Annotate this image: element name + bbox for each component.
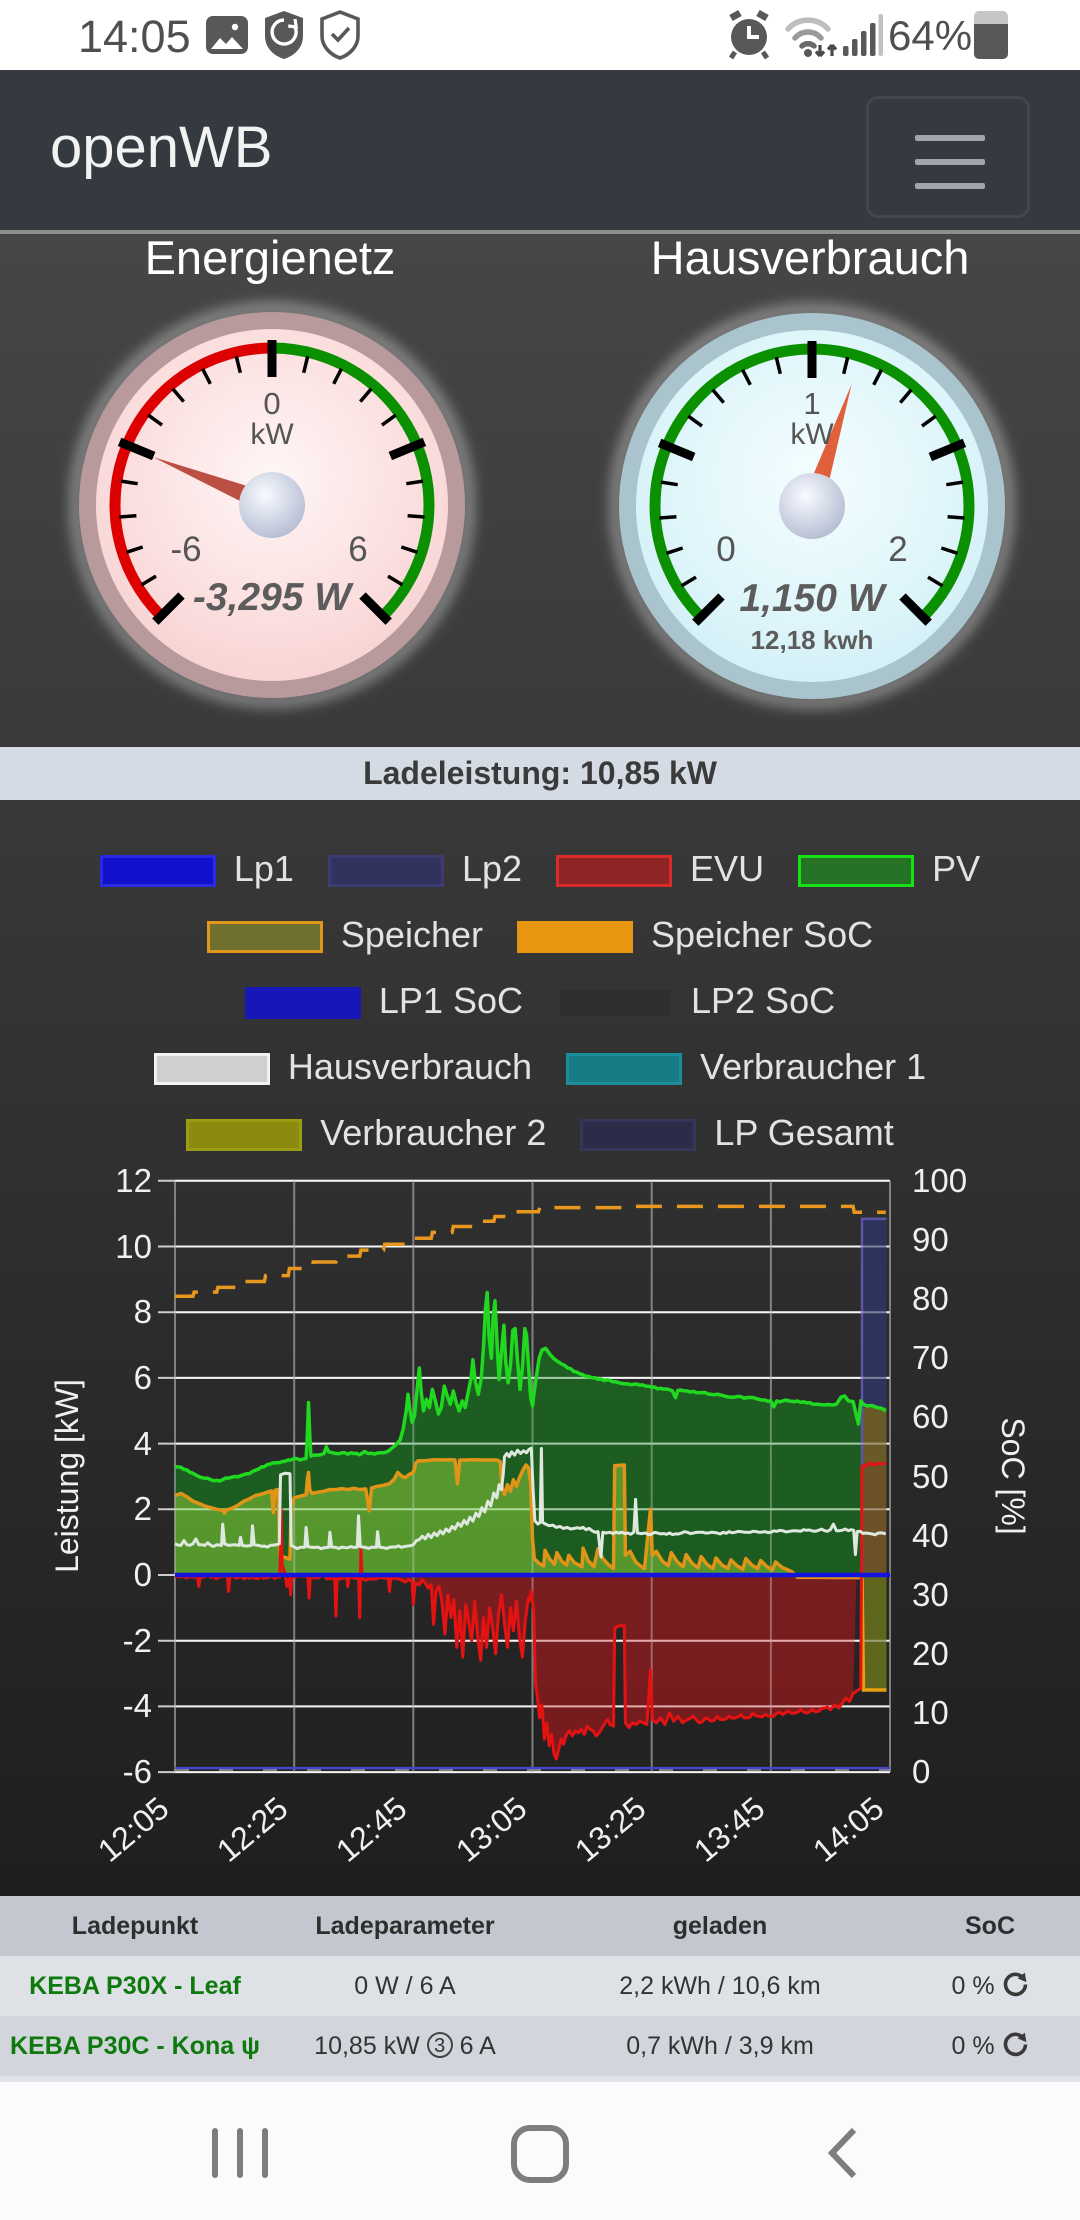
svg-text:6: 6 (134, 1359, 152, 1396)
svg-text:0: 0 (912, 1753, 930, 1790)
svg-text:70: 70 (912, 1339, 949, 1376)
svg-text:40: 40 (912, 1517, 949, 1554)
svg-text:60: 60 (912, 1398, 949, 1435)
svg-text:13:45: 13:45 (687, 1790, 771, 1869)
svg-text:12:45: 12:45 (329, 1790, 413, 1869)
svg-text:SoC [%]: SoC [%] (995, 1417, 1031, 1534)
svg-text:kW: kW (250, 418, 294, 451)
svg-text:13:05: 13:05 (449, 1790, 533, 1869)
svg-text:12: 12 (115, 1162, 152, 1199)
svg-text:12,18 kwh: 12,18 kwh (751, 625, 874, 655)
svg-text:2: 2 (888, 530, 907, 569)
svg-text:50: 50 (912, 1458, 949, 1495)
svg-text:-6: -6 (170, 530, 201, 569)
svg-text:30: 30 (912, 1576, 949, 1613)
svg-text:20: 20 (912, 1635, 949, 1672)
svg-text:-2: -2 (123, 1622, 152, 1659)
svg-text:1: 1 (803, 386, 820, 421)
svg-text:10: 10 (115, 1228, 152, 1265)
svg-text:90: 90 (912, 1221, 949, 1258)
svg-text:0: 0 (716, 530, 735, 569)
svg-text:2: 2 (134, 1490, 152, 1527)
svg-text:12:25: 12:25 (210, 1790, 294, 1869)
svg-text:-6: -6 (123, 1753, 152, 1790)
svg-text:1,150 W: 1,150 W (739, 577, 887, 620)
svg-text:8: 8 (134, 1293, 152, 1330)
svg-text:100: 100 (912, 1162, 967, 1199)
svg-text:14:05: 14:05 (806, 1790, 890, 1869)
svg-text:-4: -4 (123, 1687, 152, 1724)
svg-text:kW: kW (790, 418, 834, 451)
svg-text:13:25: 13:25 (568, 1790, 652, 1869)
svg-text:6: 6 (348, 530, 367, 569)
svg-text:0: 0 (263, 386, 280, 421)
svg-text:Leistung [kW]: Leistung [kW] (49, 1379, 85, 1573)
svg-text:4: 4 (134, 1425, 152, 1462)
svg-text:0: 0 (134, 1556, 152, 1593)
svg-text:-3,295 W: -3,295 W (193, 576, 354, 619)
svg-text:10: 10 (912, 1694, 949, 1731)
svg-text:80: 80 (912, 1280, 949, 1317)
svg-text:12:05: 12:05 (91, 1790, 175, 1869)
